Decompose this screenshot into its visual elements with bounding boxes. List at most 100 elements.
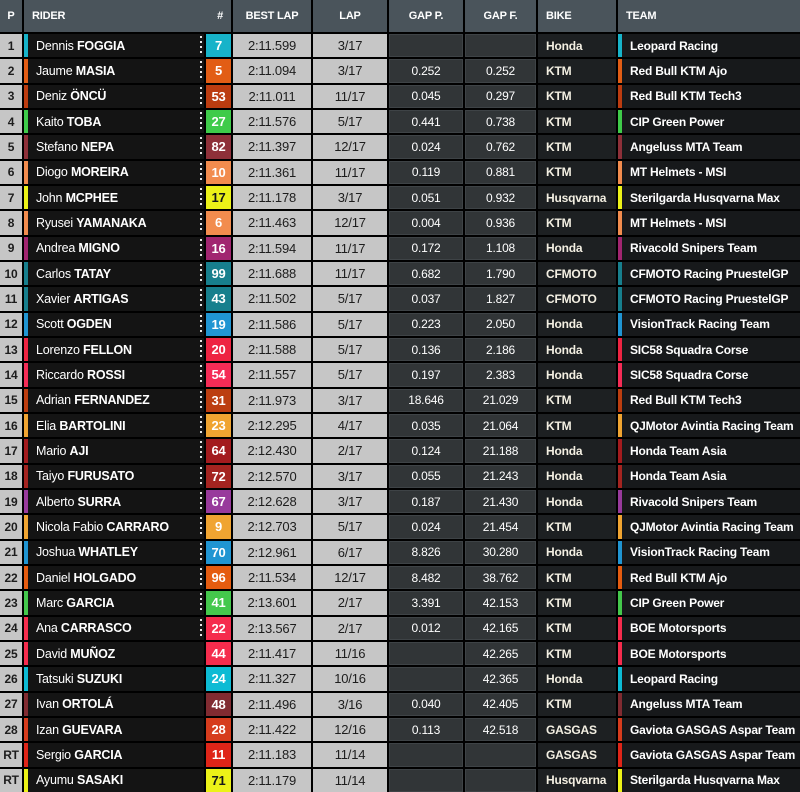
team-cell: Honda Team Asia [618,439,800,463]
position-cell: 26 [0,667,22,691]
gap-prev-cell [389,768,463,792]
rider-number-badge: 27 [206,109,231,134]
rider-cell: Riccardo ROSSI [24,363,204,387]
rider-number-badge: 48 [206,692,231,716]
table-row[interactable]: 19 Alberto SURRA 67 2:12.628 3/17 0.187 … [0,489,800,514]
rider-number-badge: 5 [206,59,231,83]
team-name: Rivacold Snipers Team [630,241,757,256]
table-row[interactable]: 27 Ivan ORTOLÁ 48 2:11.496 3/16 0.040 42… [0,692,800,716]
table-row[interactable]: 23 Marc GARCIA 41 2:13.601 2/17 3.391 42… [0,591,800,615]
rider-accent-bar [24,565,28,590]
rider-accent-bar [24,84,28,108]
team-name: Gaviota GASGAS Aspar Team [630,747,796,762]
best-lap-cell: 2:12.628 [233,489,311,514]
gap-prev-cell: 18.646 [389,388,463,412]
rider-name: Joshua WHATLEY [28,545,138,559]
header-best-lap: BEST LAP [233,0,311,32]
rider-cell: Diogo MOREIRA [24,160,204,184]
rider-name: John MCPHEE [28,191,118,205]
rider-cell: John MCPHEE [24,185,204,210]
team-accent-bar [618,489,622,514]
table-row[interactable]: 8 Ryusei YAMANAKA 6 2:11.463 12/17 0.004… [0,211,800,235]
team-name: QJMotor Avintia Racing Team [630,418,794,433]
team-name: QJMotor Avintia Racing Team [630,519,794,534]
gap-first-cell: 21.064 [465,413,536,438]
lap-cell: 5/17 [313,287,387,311]
table-row[interactable]: 22 Daniel HOLGADO 96 2:11.534 12/17 8.48… [0,565,800,590]
team-name: BOE Motorsports [630,646,727,661]
rider-number-badge: 19 [206,312,231,336]
table-row[interactable]: 28 Izan GUEVARA 28 2:11.422 12/16 0.113 … [0,717,800,742]
rider-last-name: MIGNO [78,241,120,256]
best-lap-cell: 2:11.576 [233,109,311,134]
rider-accent-bar [24,591,28,615]
position-cell: 21 [0,540,22,564]
rider-first-name: Xavier [36,291,74,306]
table-row[interactable]: 15 Adrian FERNANDEZ 31 2:11.973 3/17 18.… [0,388,800,412]
table-row[interactable]: 13 Lorenzo FELLON 20 2:11.588 5/17 0.136… [0,337,800,362]
team-name: Red Bull KTM Tech3 [630,393,742,408]
table-row[interactable]: 20 Nicola Fabio CARRARO 9 2:12.703 5/17 … [0,515,800,539]
table-row[interactable]: 11 Xavier ARTIGAS 43 2:11.502 5/17 0.037… [0,287,800,311]
position-cell: 8 [0,211,22,235]
bike-cell: Honda [538,489,616,514]
table-row[interactable]: RT Ayumu SASAKI 71 2:11.179 11/14 Husqva… [0,768,800,792]
table-row[interactable]: 3 Deniz ÖNCÜ 53 2:11.011 11/17 0.045 0.2… [0,84,800,108]
gap-first-cell: 21.029 [465,388,536,412]
gap-first-cell: 42.365 [465,667,536,691]
rider-accent-bar [24,59,28,83]
rider-first-name: Taiyo [36,469,68,484]
rider-number-badge: 41 [206,591,231,615]
table-row[interactable]: 16 Elia BARTOLINI 23 2:12.295 4/17 0.035… [0,413,800,438]
rider-accent-bar [24,489,28,514]
bike-cell: Honda [538,236,616,260]
rider-accent-bar [24,540,28,564]
rider-name: Ana CARRASCO [28,621,132,635]
table-row[interactable]: 21 Joshua WHATLEY 70 2:12.961 6/17 8.826… [0,540,800,564]
rider-name: Deniz ÖNCÜ [28,89,106,103]
table-row[interactable]: 7 John MCPHEE 17 2:11.178 3/17 0.051 0.9… [0,185,800,210]
table-row[interactable]: 6 Diogo MOREIRA 10 2:11.361 11/17 0.119 … [0,160,800,184]
rider-cell: Marc GARCIA [24,591,204,615]
team-name: Gaviota GASGAS Aspar Team [630,722,796,737]
gap-prev-cell: 0.040 [389,692,463,716]
team-accent-bar [618,641,622,666]
gap-first-cell: 42.518 [465,717,536,742]
table-row[interactable]: 17 Mario AJI 64 2:12.430 2/17 0.124 21.1… [0,439,800,463]
team-accent-bar [618,565,622,590]
rider-accent-bar [24,743,28,767]
rider-number-badge: 67 [206,489,231,514]
position-cell: 9 [0,236,22,260]
team-cell: SIC58 Squadra Corse [618,337,800,362]
header-lap: LAP [313,0,387,32]
position-cell: 25 [0,641,22,666]
gap-prev-cell: 8.826 [389,540,463,564]
rider-first-name: Joshua [36,545,79,560]
team-name: SIC58 Squadra Corse [630,367,749,382]
table-row[interactable]: 25 David MUÑOZ 44 2:11.417 11/16 42.265 … [0,641,800,666]
table-row[interactable]: 4 Kaito TOBA 27 2:11.576 5/17 0.441 0.73… [0,109,800,134]
table-row[interactable]: 2 Jaume MASIA 5 2:11.094 3/17 0.252 0.25… [0,59,800,83]
table-row[interactable]: 10 Carlos TATAY 99 2:11.688 11/17 0.682 … [0,261,800,286]
team-name: Sterilgarda Husqvarna Max [630,190,780,205]
table-row[interactable]: 26 Tatsuki SUZUKI 24 2:11.327 10/16 42.3… [0,667,800,691]
team-accent-bar [618,236,622,260]
table-row[interactable]: 9 Andrea MIGNO 16 2:11.594 11/17 0.172 1… [0,236,800,260]
rider-first-name: Deniz [36,89,71,104]
table-row[interactable]: 18 Taiyo FURUSATO 72 2:12.570 3/17 0.055… [0,464,800,488]
position-cell: 1 [0,34,22,58]
rider-cell: Andrea MIGNO [24,236,204,260]
table-row[interactable]: 14 Riccardo ROSSI 54 2:11.557 5/17 0.197… [0,363,800,387]
rider-first-name: Ayumu [36,773,77,788]
table-row[interactable]: 1 Dennis FOGGIA 7 2:11.599 3/17 Honda Le… [0,34,800,58]
best-lap-cell: 2:11.973 [233,388,311,412]
rider-number-badge: 24 [206,667,231,691]
table-row[interactable]: 24 Ana CARRASCO 22 2:13.567 2/17 0.012 4… [0,616,800,640]
rider-cell: Alberto SURRA [24,489,204,514]
team-accent-bar [618,287,622,311]
bike-cell: CFMOTO [538,287,616,311]
table-row[interactable]: 12 Scott OGDEN 19 2:11.586 5/17 0.223 2.… [0,312,800,336]
table-row[interactable]: RT Sergio GARCIA 11 2:11.183 11/14 GASGA… [0,743,800,767]
rider-name: Izan GUEVARA [28,723,122,737]
table-row[interactable]: 5 Stefano NEPA 82 2:11.397 12/17 0.024 0… [0,135,800,159]
